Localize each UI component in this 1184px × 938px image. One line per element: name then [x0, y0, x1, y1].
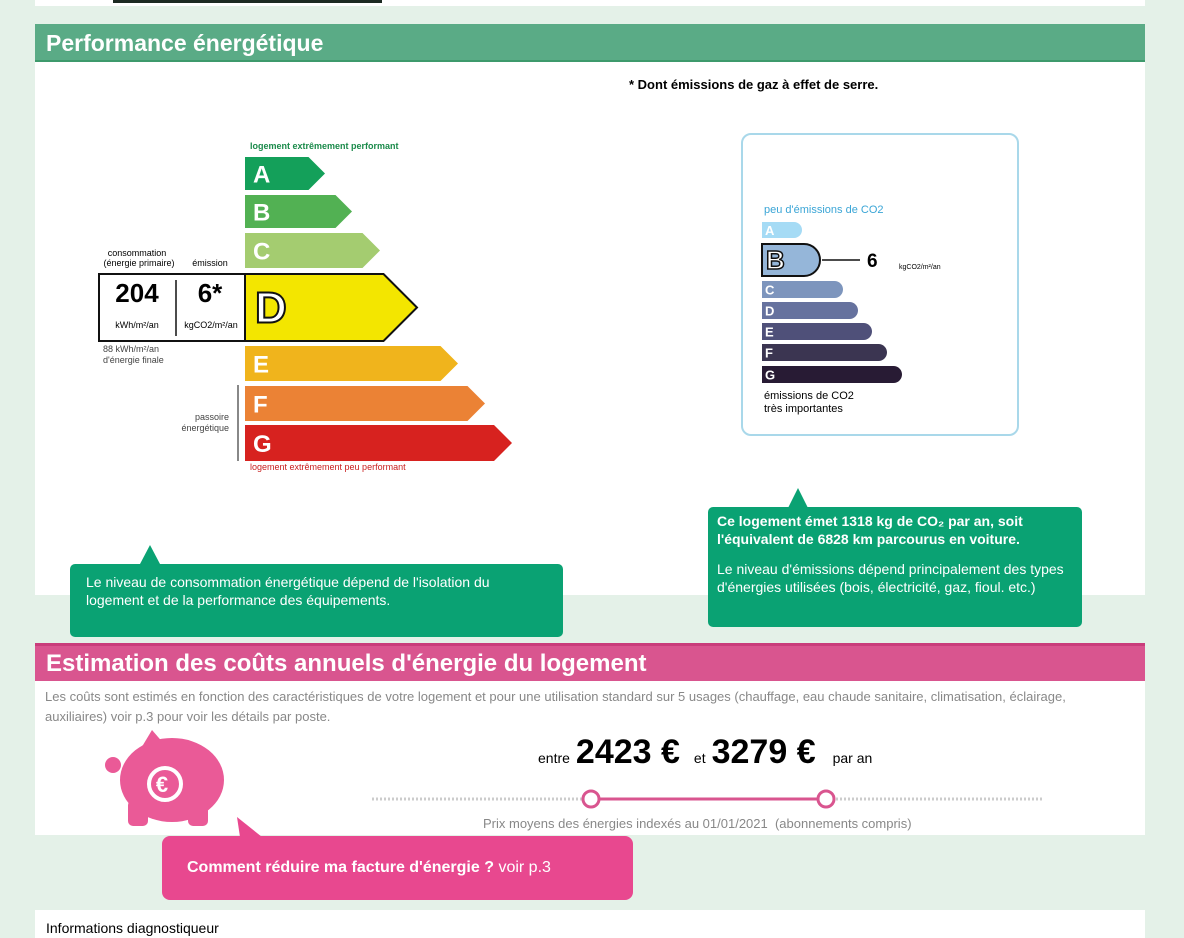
climate-class-letter: E	[765, 325, 774, 340]
passoire: passoire	[195, 412, 229, 422]
callout-pointer	[788, 488, 808, 508]
energy-class-bar	[244, 273, 419, 342]
energy-class-letter: C	[253, 239, 270, 266]
climate-class-letter: A	[765, 223, 775, 238]
section-title: Performance énergétique	[35, 24, 1145, 62]
energy-top-label: logement extrêmement performant	[250, 141, 399, 151]
ges-note: * Dont émissions de gaz à effet de serre…	[629, 77, 879, 92]
final-energy: 88 kWh/m²/an	[103, 344, 159, 354]
climate-class-letter: B	[766, 245, 785, 275]
callout-pointer	[140, 545, 160, 564]
cost-range: entre 2423 € et 3279 € par an	[538, 733, 872, 772]
climate-class-letter: C	[765, 283, 775, 298]
emission-unit: kgCO2/m²/an	[184, 320, 238, 330]
climate-callout: Ce logement émet 1318 kg de CO₂ par an, …	[708, 507, 1082, 627]
climate-class-bar	[762, 366, 902, 383]
climate-callout-text: Ce logement émet 1318 kg de CO₂ par an, …	[717, 513, 1023, 547]
climate-unit: kgCO2/m²/an	[899, 264, 941, 271]
emission-value: 6*	[198, 278, 223, 308]
consumption-header: (énergie primaire)	[103, 258, 174, 268]
top-strip-mark	[113, 0, 382, 3]
energy-callout: Le niveau de consommation énergétique dé…	[70, 564, 563, 637]
climate-class-bar	[762, 323, 872, 340]
climate-callout-text: Le niveau d'émissions dépend principalem…	[717, 561, 1064, 595]
energy-class-letter: G	[253, 431, 272, 458]
climate-class-bar	[762, 344, 887, 361]
energy-class-bar	[245, 157, 325, 190]
climate-value: 6	[867, 251, 878, 272]
cost-description: Les coûts sont estimés en fonction des c…	[45, 689, 1066, 724]
cta[interactable]: Comment réduire ma facture d'énergie ? v…	[162, 836, 633, 900]
footer-title: Informations diagnostiqueur	[46, 920, 219, 936]
energy-class-bar	[245, 346, 458, 381]
cta-question: Comment réduire ma facture d'énergie ?	[187, 859, 494, 876]
climate-top-label: peu d'émissions de CO2	[764, 204, 884, 216]
passoire: énergétique	[181, 423, 229, 433]
climate-bottom-label: très importantes	[764, 403, 843, 415]
range-low	[581, 789, 601, 809]
climate-class-bar	[762, 222, 802, 238]
footer-panel	[35, 910, 1145, 938]
climate-class-letter: D	[765, 304, 774, 319]
energy-class-bar	[245, 425, 512, 461]
section-title: Estimation des coûts annuels d'énergie d…	[35, 643, 1145, 681]
climate-bottom-label: émissions de CO2	[764, 390, 854, 402]
price-note: Prix moyens des énergies indexés au 01/0…	[483, 816, 912, 831]
climate-class-bar	[762, 302, 858, 319]
energy-class-bar	[245, 195, 352, 228]
energy-class-letter: F	[253, 392, 268, 419]
range-high-value: 3279 €	[711, 733, 816, 771]
final-energy: d'énergie finale	[103, 355, 164, 365]
energy-class-letter: D	[255, 284, 287, 333]
consumption-header: consommation	[108, 248, 167, 258]
range-suffix: par an	[832, 750, 873, 766]
range-joiner: et	[693, 750, 706, 766]
cost-graphics: €	[105, 730, 1043, 837]
range-low-value: 2423 €	[575, 733, 680, 771]
energy-class-bar	[245, 386, 485, 421]
top-strip	[35, 0, 1145, 6]
energy-bottom-label: logement extrêmement peu performant	[250, 462, 406, 472]
consumption-value: 204	[115, 278, 159, 308]
energy-class-letter: B	[253, 200, 270, 227]
consumption-unit: kWh/m²/an	[115, 320, 159, 330]
cost-panel	[35, 680, 1145, 835]
climate-class-letter: F	[765, 346, 773, 361]
emission-header: émission	[192, 258, 228, 268]
climate-class-letter: G	[765, 368, 775, 383]
range-high	[816, 789, 836, 809]
range-prefix: entre	[538, 750, 570, 766]
piggy-icon: €	[105, 730, 224, 826]
energy-class-letter: A	[253, 162, 270, 189]
climate-class-bar	[761, 243, 821, 277]
cta-link[interactable]: voir p.3	[498, 859, 551, 876]
energy-class-bar	[245, 233, 380, 268]
climate-class-bar	[762, 281, 843, 298]
cta-pointer	[237, 817, 262, 837]
energy-class-letter: E	[253, 352, 269, 379]
svg-text:€: €	[156, 772, 168, 797]
